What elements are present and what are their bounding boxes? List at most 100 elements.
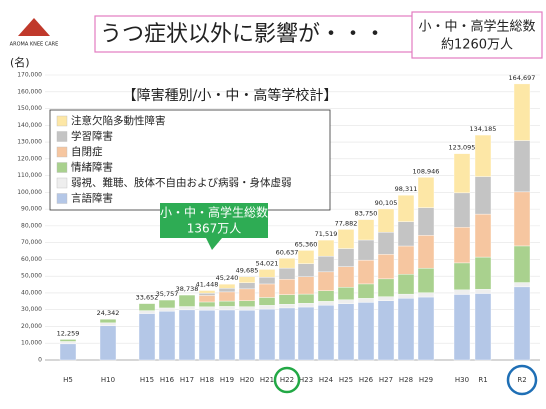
bar-segment [238,306,256,311]
bar-segment [377,254,395,280]
bar-segment [513,140,531,193]
total-label: 33,652 [136,294,159,302]
bar-segment [238,310,256,361]
current-total-box [411,11,543,59]
bar-segment [417,292,435,298]
bar-segment [317,305,335,361]
total-label: 60,637 [276,248,299,256]
legend-label: 学習障害 [71,130,113,143]
bar-segment [417,267,435,293]
bar-segment [198,292,216,296]
bar-segment [377,296,395,301]
chart-title: 【障害種別/小・中・高等学校計】 [123,87,338,104]
x-tick-label: H15 [140,376,154,384]
bar-segment [357,259,375,285]
x-tick-label: H26 [359,376,374,384]
logo-icon [18,18,50,36]
y-axis-label: (名) [10,55,30,69]
bar-segment [138,313,156,361]
bar-segment [178,309,196,361]
y-tick-label: 160,000 [17,88,42,95]
bar-segment [317,255,335,273]
total-label: 12,259 [57,329,80,337]
bar-segment [513,245,531,283]
bar-segment [417,177,435,208]
bar-segment [218,283,236,289]
x-tick-label: R2 [517,376,526,384]
bar-segment [337,299,355,304]
x-tick-label: H22 [280,376,294,384]
total-label: 35,757 [156,290,179,298]
y-tick-label: 150,000 [17,105,42,112]
bar-segment [198,290,216,294]
bar-segment [357,283,375,299]
bar-segment [218,300,236,307]
bar-segment [278,258,296,269]
x-tick-label: H20 [240,376,254,384]
total-label: 134,185 [470,125,497,133]
legend-swatch [56,193,68,204]
bar-segment [59,341,77,345]
x-tick-label: H5 [63,376,73,384]
bar-segment [158,307,176,312]
bar-segment [158,310,176,361]
bar-segment [218,288,236,293]
bar-segment [357,239,375,261]
bar-segment [297,306,315,361]
slide-title: うつ症状以外に影響が・・・ [100,22,386,47]
total-label: 108,946 [413,167,440,175]
bar-segment [158,299,176,309]
bar-segment [513,83,531,141]
y-tick-label: 90,000 [21,206,42,213]
x-tick-label: H27 [379,376,393,384]
bar-segment [453,153,471,194]
bar-segment [238,300,256,307]
y-tick-label: 170,000 [17,72,42,79]
y-tick-label: 50,000 [21,273,42,280]
legend-label: 注意欠陥多動性障害 [71,114,166,127]
bar-segment [317,239,335,257]
bar-segment [178,294,196,307]
highlight-circle [506,364,538,396]
legend-swatch [56,131,68,142]
y-tick-label: 100,000 [17,189,42,196]
highlight-circle [273,366,301,394]
past-total-line1: 小・中・高学生総数 [160,205,268,220]
bar-segment [258,297,276,306]
bar-segment [99,318,117,324]
bar-segment [453,192,471,228]
bar-segment [377,232,395,255]
bar-segment [59,343,77,361]
bar-segment [397,298,415,361]
bar-segment [417,296,435,361]
bar-segment [453,227,471,264]
bar-segment [474,176,492,215]
total-label: 65,360 [295,240,318,248]
bar-segment [474,293,492,361]
total-label: 164,697 [509,74,536,82]
x-tick-label: H28 [399,376,413,384]
bar-segment [513,286,531,361]
y-tick-label: 140,000 [17,122,42,129]
total-label: 77,882 [335,219,358,227]
bar-segment [258,277,276,285]
y-tick-label: 130,000 [17,139,42,146]
bar-segment [198,309,216,361]
bar-segment [258,269,276,278]
legend-label: 自閉症 [71,145,103,158]
bar-segment [397,293,415,299]
bar-segment [317,271,335,291]
y-tick-label: 110,000 [17,172,42,179]
bar-segment [99,322,117,326]
bar-segment [417,207,435,236]
bar-segment [218,309,236,361]
total-label: 71,519 [315,230,338,238]
bar-segment [218,306,236,311]
bar-segment [258,283,276,298]
y-tick-label: 80,000 [21,222,42,229]
total-label: 98,311 [395,185,418,193]
bar-segment [474,213,492,258]
total-label: 123,095 [449,144,476,152]
bar-segment [198,306,216,311]
